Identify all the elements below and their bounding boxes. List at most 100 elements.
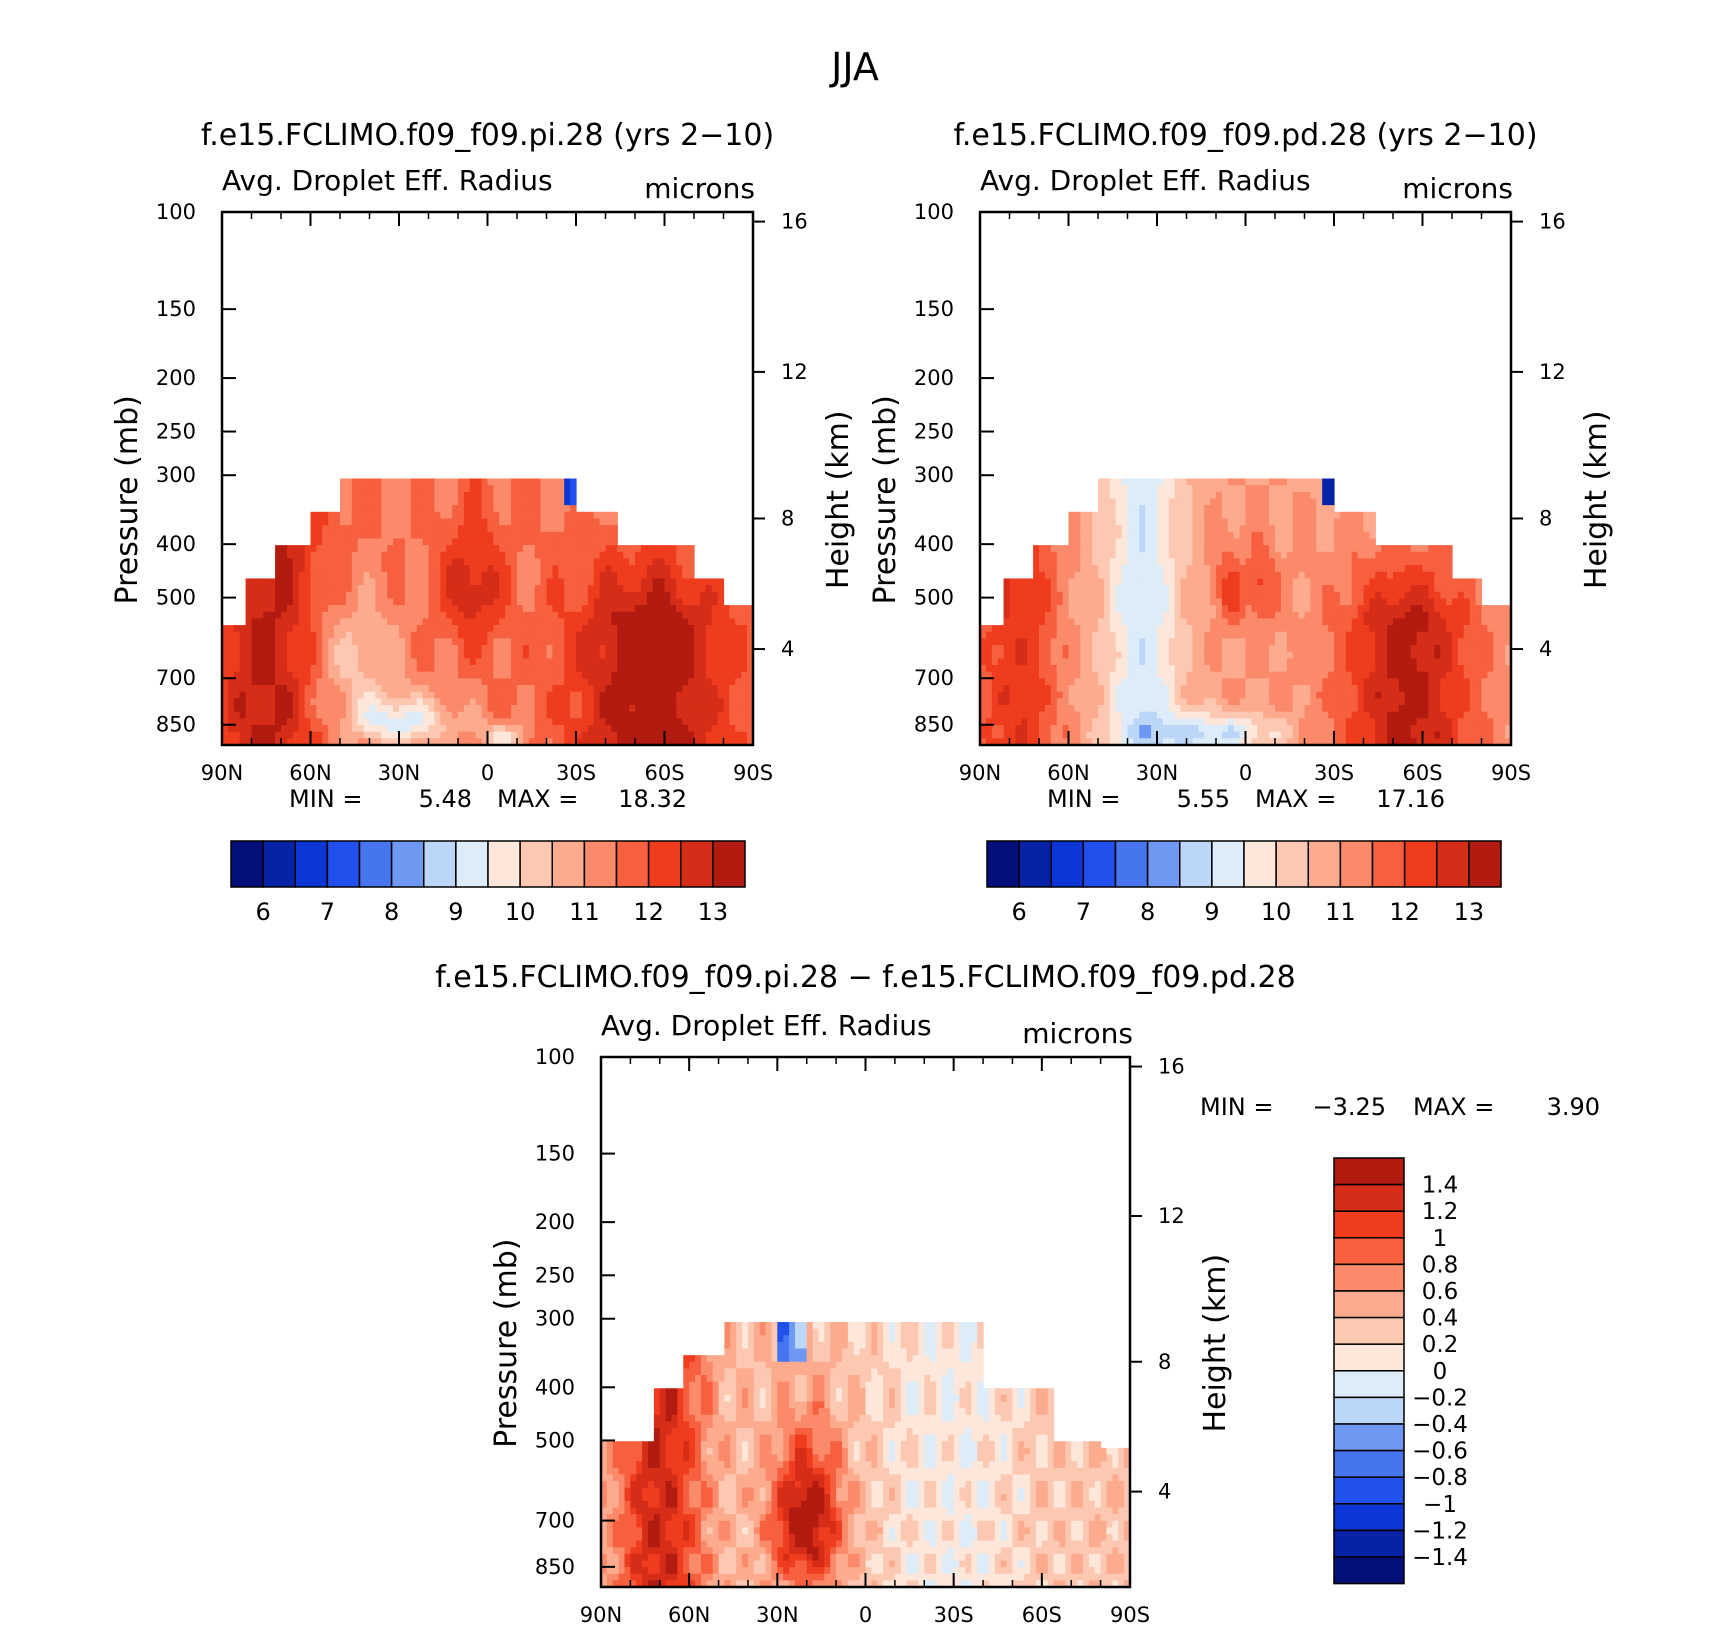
contour-cell xyxy=(1068,558,1075,566)
contour-cell xyxy=(699,731,707,739)
contour-cell xyxy=(416,498,424,506)
contour-cell xyxy=(1275,631,1282,639)
colorbar-label: 8 xyxy=(384,898,399,926)
contour-cell xyxy=(528,651,536,659)
contour-cell xyxy=(281,551,288,560)
contour-cell xyxy=(1233,491,1241,500)
contour-cell xyxy=(546,578,553,586)
contour-cell xyxy=(481,638,489,646)
contour-cell xyxy=(511,691,518,699)
contour-cell xyxy=(1039,711,1046,719)
contour-cell xyxy=(570,611,577,620)
contour-cell xyxy=(245,651,253,659)
contour-cell xyxy=(1269,485,1276,493)
contour-cell xyxy=(257,725,264,733)
contour-cell xyxy=(664,731,671,739)
contour-cell xyxy=(428,665,435,673)
contour-cell xyxy=(1286,491,1294,500)
contour-cell xyxy=(1139,558,1146,566)
contour-cell xyxy=(1210,685,1217,693)
contour-cell xyxy=(410,558,418,566)
contour-cell xyxy=(322,645,329,653)
contour-cell xyxy=(741,671,748,679)
contour-cell xyxy=(1269,738,1276,746)
contour-cell xyxy=(1245,531,1252,540)
contour-cell xyxy=(1257,551,1264,560)
contour-cell xyxy=(458,738,465,746)
contour-cell xyxy=(1198,631,1205,639)
contour-cell xyxy=(1263,605,1270,613)
contour-cell xyxy=(1192,558,1199,566)
contour-cell xyxy=(493,605,500,613)
contour-cell xyxy=(1280,511,1288,520)
contour-cell xyxy=(623,725,630,733)
contour-cell xyxy=(717,665,725,673)
contour-cell xyxy=(393,591,400,600)
contour-cell xyxy=(670,705,677,713)
contour-cell xyxy=(676,711,683,719)
contour-cell xyxy=(1009,598,1016,606)
contour-cell xyxy=(410,538,418,546)
contour-cell xyxy=(522,518,530,526)
contour-cell xyxy=(694,631,701,639)
contour-cell xyxy=(1003,578,1011,586)
contour-cell xyxy=(1109,725,1117,733)
contour-cell xyxy=(1275,591,1282,600)
contour-cell xyxy=(522,731,530,739)
contour-cell xyxy=(635,678,642,686)
contour-cell xyxy=(1157,685,1164,693)
contour-cell xyxy=(422,678,430,686)
contour-cell xyxy=(493,631,500,639)
contour-cell xyxy=(528,685,536,693)
contour-cell xyxy=(1269,558,1276,566)
contour-cell xyxy=(664,565,671,573)
contour-cell xyxy=(1204,491,1211,500)
contour-cell xyxy=(1227,738,1235,746)
contour-cell xyxy=(1204,725,1211,733)
contour-cell xyxy=(1239,691,1247,699)
contour-cell xyxy=(1180,518,1188,526)
contour-cell xyxy=(1239,711,1247,719)
contour-cell xyxy=(741,651,748,659)
contour-cell xyxy=(528,638,536,646)
contour-cell xyxy=(605,511,612,520)
contour-cell xyxy=(1221,665,1229,673)
contour-cell xyxy=(434,478,441,486)
contour-cell xyxy=(694,605,701,613)
contour-cell xyxy=(1121,651,1129,659)
contour-cell xyxy=(340,491,347,500)
contour-cell xyxy=(316,565,323,573)
contour-cell xyxy=(434,731,441,739)
contour-cell xyxy=(517,531,524,540)
contour-cell xyxy=(440,671,447,679)
contour-cell xyxy=(1039,638,1046,646)
contour-cell xyxy=(363,591,371,600)
contour-cell xyxy=(1286,531,1294,540)
contour-cell xyxy=(570,545,577,553)
contour-cell xyxy=(694,638,701,646)
contour-cell xyxy=(1245,558,1252,566)
contour-cell xyxy=(322,705,329,713)
contour-cell xyxy=(1180,598,1188,606)
contour-cell xyxy=(699,611,707,620)
contour-cell xyxy=(434,718,441,726)
contour-cell xyxy=(593,698,601,706)
contour-cell xyxy=(1056,738,1064,746)
contour-cell xyxy=(1275,558,1282,566)
contour-cell xyxy=(997,631,1005,639)
contour-cell xyxy=(251,711,258,719)
contour-cell xyxy=(1115,645,1123,653)
contour-cell xyxy=(1074,698,1081,706)
contour-cell xyxy=(334,678,341,686)
contour-cell xyxy=(646,598,654,606)
contour-cell xyxy=(552,665,559,673)
contour-cell xyxy=(1098,585,1105,593)
contour-cell xyxy=(1133,591,1140,600)
contour-cell xyxy=(1109,671,1117,679)
contour-cell xyxy=(564,618,571,626)
contour-cell xyxy=(387,605,394,613)
contour-cell xyxy=(440,665,447,673)
contour-cell xyxy=(747,671,754,679)
contour-cell xyxy=(1198,625,1205,633)
contour-cell xyxy=(522,505,530,513)
